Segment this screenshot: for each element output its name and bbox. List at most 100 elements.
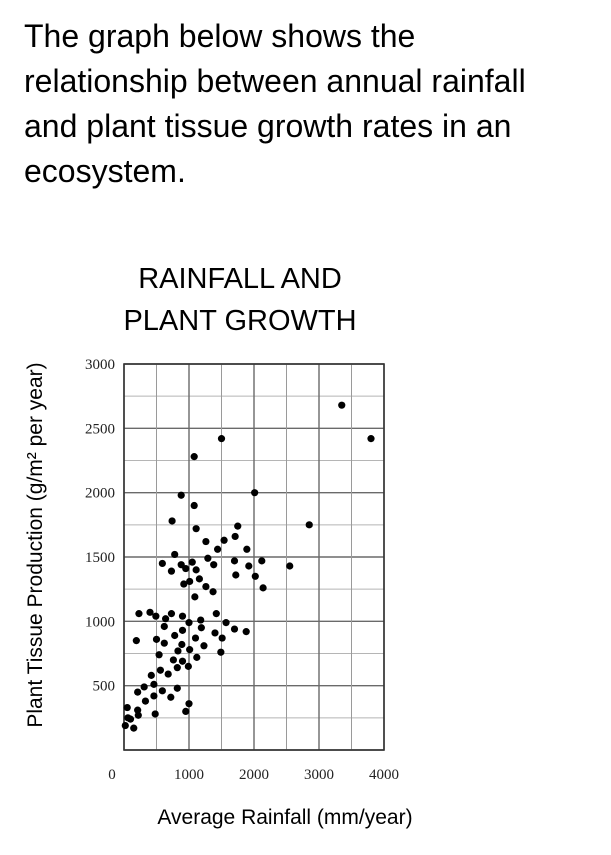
data-point bbox=[178, 626, 187, 634]
data-point bbox=[152, 612, 160, 620]
data-point bbox=[200, 642, 208, 650]
data-point bbox=[195, 575, 203, 583]
data-point bbox=[173, 664, 181, 672]
data-point bbox=[192, 566, 200, 574]
data-point bbox=[158, 559, 166, 568]
data-point bbox=[186, 646, 194, 654]
data-point bbox=[191, 634, 200, 642]
data-point bbox=[214, 545, 222, 553]
data-point bbox=[134, 711, 142, 719]
plot-frame bbox=[123, 363, 385, 751]
data-point bbox=[202, 582, 210, 591]
data-point bbox=[197, 624, 205, 632]
data-point bbox=[258, 557, 266, 565]
data-point bbox=[305, 521, 313, 529]
data-point bbox=[182, 707, 190, 716]
data-point bbox=[132, 637, 140, 645]
data-point bbox=[178, 640, 186, 649]
data-point bbox=[178, 612, 187, 620]
data-point bbox=[184, 662, 192, 670]
data-point bbox=[180, 580, 188, 588]
data-point bbox=[210, 561, 218, 569]
y-tick-label: 500 bbox=[93, 679, 116, 695]
x-tick-label: 3000 bbox=[304, 767, 334, 783]
chart-title-line-2: PLANT GROWTH bbox=[123, 305, 357, 337]
data-point bbox=[367, 435, 375, 443]
data-point bbox=[155, 651, 163, 659]
x-tick-label: 4000 bbox=[369, 767, 399, 783]
data-point bbox=[185, 700, 193, 708]
data-point bbox=[222, 619, 230, 627]
data-point bbox=[242, 628, 250, 636]
data-point bbox=[156, 666, 164, 674]
data-point bbox=[231, 532, 239, 541]
data-point bbox=[234, 522, 242, 530]
data-point bbox=[140, 683, 148, 691]
data-point bbox=[151, 710, 159, 718]
data-point bbox=[212, 610, 220, 618]
data-point bbox=[135, 610, 143, 618]
data-point bbox=[160, 622, 168, 631]
data-point bbox=[259, 584, 267, 592]
x-tick-label: 0 bbox=[108, 767, 116, 783]
data-point bbox=[286, 562, 294, 570]
data-point bbox=[185, 619, 193, 627]
data-point bbox=[169, 656, 177, 664]
data-point bbox=[124, 714, 132, 722]
y-tick-label: 2000 bbox=[85, 486, 115, 502]
data-point bbox=[123, 703, 131, 712]
data-point bbox=[211, 629, 219, 637]
y-tick-label: 2500 bbox=[85, 421, 115, 437]
data-point bbox=[245, 562, 253, 570]
data-point bbox=[158, 687, 166, 695]
data-point bbox=[190, 453, 198, 461]
data-point bbox=[160, 639, 168, 647]
data-point bbox=[147, 671, 155, 679]
y-tick-label: 1500 bbox=[85, 550, 115, 566]
data-point bbox=[232, 571, 240, 579]
data-point bbox=[171, 631, 179, 640]
x-tick-label: 2000 bbox=[239, 767, 269, 783]
data-point bbox=[338, 401, 346, 409]
data-point bbox=[251, 572, 259, 580]
data-point bbox=[150, 692, 158, 700]
data-point bbox=[174, 647, 182, 655]
chart-title-line-1: RAINFALL AND bbox=[138, 263, 342, 295]
data-point bbox=[186, 577, 194, 586]
intro-text: The graph below shows the relationship b… bbox=[24, 18, 526, 189]
data-point bbox=[177, 491, 185, 499]
data-point bbox=[130, 724, 138, 732]
data-point bbox=[168, 517, 176, 525]
data-point bbox=[209, 588, 217, 596]
data-point bbox=[197, 616, 205, 624]
data-point bbox=[218, 634, 226, 642]
y-tick-label: 3000 bbox=[85, 357, 115, 373]
data-point bbox=[188, 558, 196, 566]
data-point bbox=[164, 670, 172, 678]
tick-labels: 500 1000 1500 2000 2500 3000 0 1000 2000 3000 4000 bbox=[85, 357, 399, 783]
y-tick-label: 1000 bbox=[85, 614, 115, 630]
data-point bbox=[191, 593, 199, 601]
data-point bbox=[134, 688, 142, 696]
data-point bbox=[167, 567, 176, 575]
data-point bbox=[204, 554, 212, 562]
data-points bbox=[121, 401, 375, 732]
data-point bbox=[167, 610, 176, 618]
data-point bbox=[230, 557, 239, 565]
data-point bbox=[230, 625, 239, 633]
data-point bbox=[141, 697, 150, 705]
data-point bbox=[146, 608, 154, 616]
data-point bbox=[173, 684, 181, 692]
data-point bbox=[217, 648, 225, 656]
data-point bbox=[152, 635, 161, 643]
data-point bbox=[162, 615, 170, 623]
data-point bbox=[243, 545, 251, 553]
data-point bbox=[190, 501, 198, 510]
x-tick-label: 1000 bbox=[174, 767, 204, 783]
x-axis-label: Average Rainfall (mm/year) bbox=[157, 806, 413, 829]
data-point bbox=[193, 653, 201, 661]
data-point bbox=[251, 489, 259, 497]
data-point bbox=[217, 435, 226, 443]
data-point bbox=[220, 536, 228, 544]
